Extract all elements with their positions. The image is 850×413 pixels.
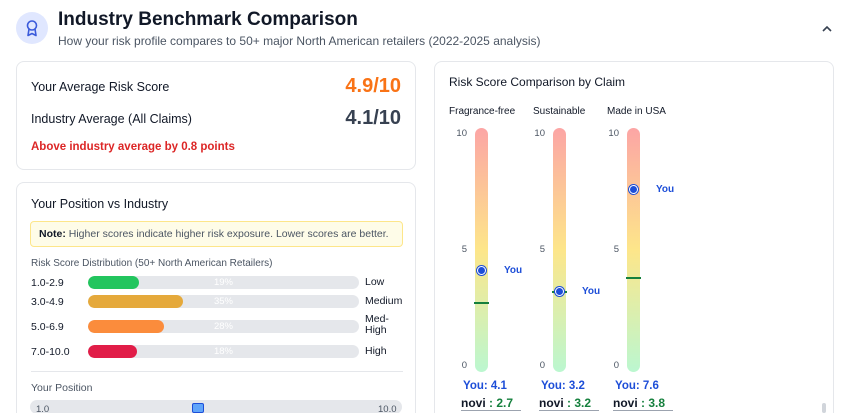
risk-gauge-bar: [552, 128, 567, 372]
gauge-tick-label: 5: [539, 244, 545, 255]
distribution-title: Risk Score Distribution (50+ North Ameri…: [31, 258, 273, 269]
gauge-tick-label: 5: [461, 244, 467, 255]
benchmark-header: Industry Benchmark Comparison How your r…: [0, 0, 850, 56]
industry-marker-line: [626, 276, 641, 279]
novi-brand-label: novi: [613, 396, 638, 410]
gauge-tick-label: 0: [461, 360, 467, 371]
your-score-dot: [629, 185, 638, 195]
novi-score: novi : 3.2: [539, 396, 591, 410]
claim-comparison-card: Risk Score Comparison by Claim Fragrance…: [434, 61, 834, 413]
gauge-tick-label: 10: [534, 128, 545, 139]
your-score-row: Your Average Risk Score 4.9/10: [31, 75, 401, 98]
position-track: [30, 400, 402, 413]
novi-brand-label: novi: [539, 396, 564, 410]
novi-score-value: : 3.2: [563, 396, 592, 410]
distribution-row: 1.0-2.9 19% Low: [31, 276, 411, 290]
note-label: Note:: [39, 228, 66, 240]
scrollbar[interactable]: [822, 403, 826, 413]
your-score-value: You: 7.6: [615, 380, 659, 392]
industry-score-row: Industry Average (All Claims) 4.1/10: [31, 107, 401, 130]
you-marker-label: You: [504, 264, 523, 276]
distribution-level: Low: [365, 276, 385, 288]
gauge-tick-label: 10: [608, 128, 619, 139]
distribution-bar: 18%: [88, 345, 359, 358]
industry-score-label: Industry Average (All Claims): [31, 111, 192, 126]
gauge-tick-label: 0: [539, 360, 545, 371]
claim-gauge: Sustainable 10 5 0 You You: 3.2 novi : 3.2: [533, 62, 653, 413]
position-scale-min: 1.0: [36, 404, 50, 413]
your-score-dot: [555, 287, 564, 297]
your-position-label: Your Position: [31, 382, 93, 394]
novi-score: novi : 3.8: [613, 396, 665, 410]
claim-gauge: Made in USA 10 5 0 You You: 7.6 novi : 3.8: [607, 62, 727, 413]
distribution-range: 1.0-2.9: [31, 277, 64, 289]
industry-score-value: 4.1/10: [345, 107, 401, 129]
your-score-value: You: 4.1: [463, 380, 507, 392]
distribution-row: 7.0-10.0 18% High: [31, 345, 411, 359]
your-position-marker: [192, 403, 205, 413]
novi-score: novi : 2.7: [461, 396, 513, 410]
you-marker-label: You: [656, 183, 675, 195]
distribution-bar: 28%: [88, 320, 359, 333]
your-score-label: Your Average Risk Score: [31, 79, 170, 94]
distribution-level: Med- High: [365, 313, 389, 336]
distribution-level: High: [365, 345, 387, 357]
distribution-bar: 35%: [88, 295, 359, 308]
risk-gauge-bar: [626, 128, 641, 372]
industry-marker-line: [474, 302, 489, 305]
position-card: Your Position vs Industry Note: Higher s…: [16, 182, 416, 413]
distribution-row: 3.0-4.9 35% Medium: [31, 295, 411, 309]
your-score-dot: [477, 266, 486, 276]
distribution-range: 5.0-6.9: [31, 321, 64, 333]
distribution-percent: 18%: [213, 346, 233, 357]
novi-score-value: : 3.8: [637, 396, 666, 410]
position-title: Your Position vs Industry: [31, 197, 169, 211]
distribution-bar-fill: [88, 295, 183, 308]
gauge-tick-label: 10: [456, 128, 467, 139]
chevron-up-icon: [822, 25, 832, 32]
distribution-row: 5.0-6.9 28% Med- High: [31, 314, 411, 336]
risk-note: Note: Higher scores indicate higher risk…: [30, 221, 403, 247]
divider: [613, 410, 673, 411]
novi-brand-label: novi: [461, 396, 486, 410]
you-marker-label: You: [582, 285, 601, 297]
distribution-bar-fill: [88, 276, 139, 289]
distribution-bar-fill: [88, 320, 164, 333]
page-title: Industry Benchmark Comparison: [58, 9, 358, 30]
gauge-tick-label: 0: [613, 360, 619, 371]
comparison-title: Risk Score Comparison by Claim: [449, 75, 626, 89]
distribution-range: 7.0-10.0: [31, 346, 70, 358]
distribution-percent: 28%: [213, 321, 233, 332]
collapse-button[interactable]: [818, 19, 836, 37]
your-score-value: You: 3.2: [541, 380, 585, 392]
claim-name: Sustainable: [533, 106, 586, 117]
distribution-percent: 35%: [213, 296, 233, 307]
score-difference-note: Above industry average by 0.8 points: [31, 141, 235, 153]
distribution-bar: 19%: [88, 276, 359, 289]
divider: [461, 410, 521, 411]
note-text: Higher scores indicate higher risk expos…: [65, 228, 389, 240]
score-summary-card: Your Average Risk Score 4.9/10 Industry …: [16, 61, 416, 170]
award-ribbon-icon: [16, 12, 48, 44]
page-subtitle: How your risk profile compares to 50+ ma…: [58, 34, 541, 48]
risk-gauge-bar: [474, 128, 489, 372]
position-scale-max: 10.0: [378, 404, 397, 413]
divider: [539, 410, 599, 411]
divider: [31, 371, 403, 372]
claim-gauge: Fragrance-free 10 5 0 You You: 4.1 novi : 2.7: [449, 62, 569, 413]
claim-name: Fragrance-free: [449, 106, 516, 117]
distribution-range: 3.0-4.9: [31, 296, 64, 308]
distribution-percent: 19%: [213, 277, 233, 288]
distribution-bar-fill: [88, 345, 137, 358]
gauge-tick-label: 5: [613, 244, 619, 255]
your-score-value: 4.9/10: [345, 75, 401, 97]
novi-score-value: : 2.7: [485, 396, 514, 410]
claim-name: Made in USA: [607, 106, 666, 117]
distribution-level: Medium: [365, 295, 403, 307]
